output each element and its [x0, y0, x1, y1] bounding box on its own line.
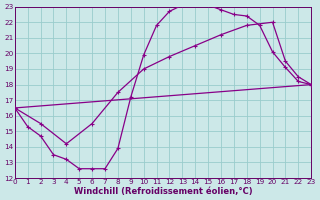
X-axis label: Windchill (Refroidissement éolien,°C): Windchill (Refroidissement éolien,°C) [74, 187, 252, 196]
